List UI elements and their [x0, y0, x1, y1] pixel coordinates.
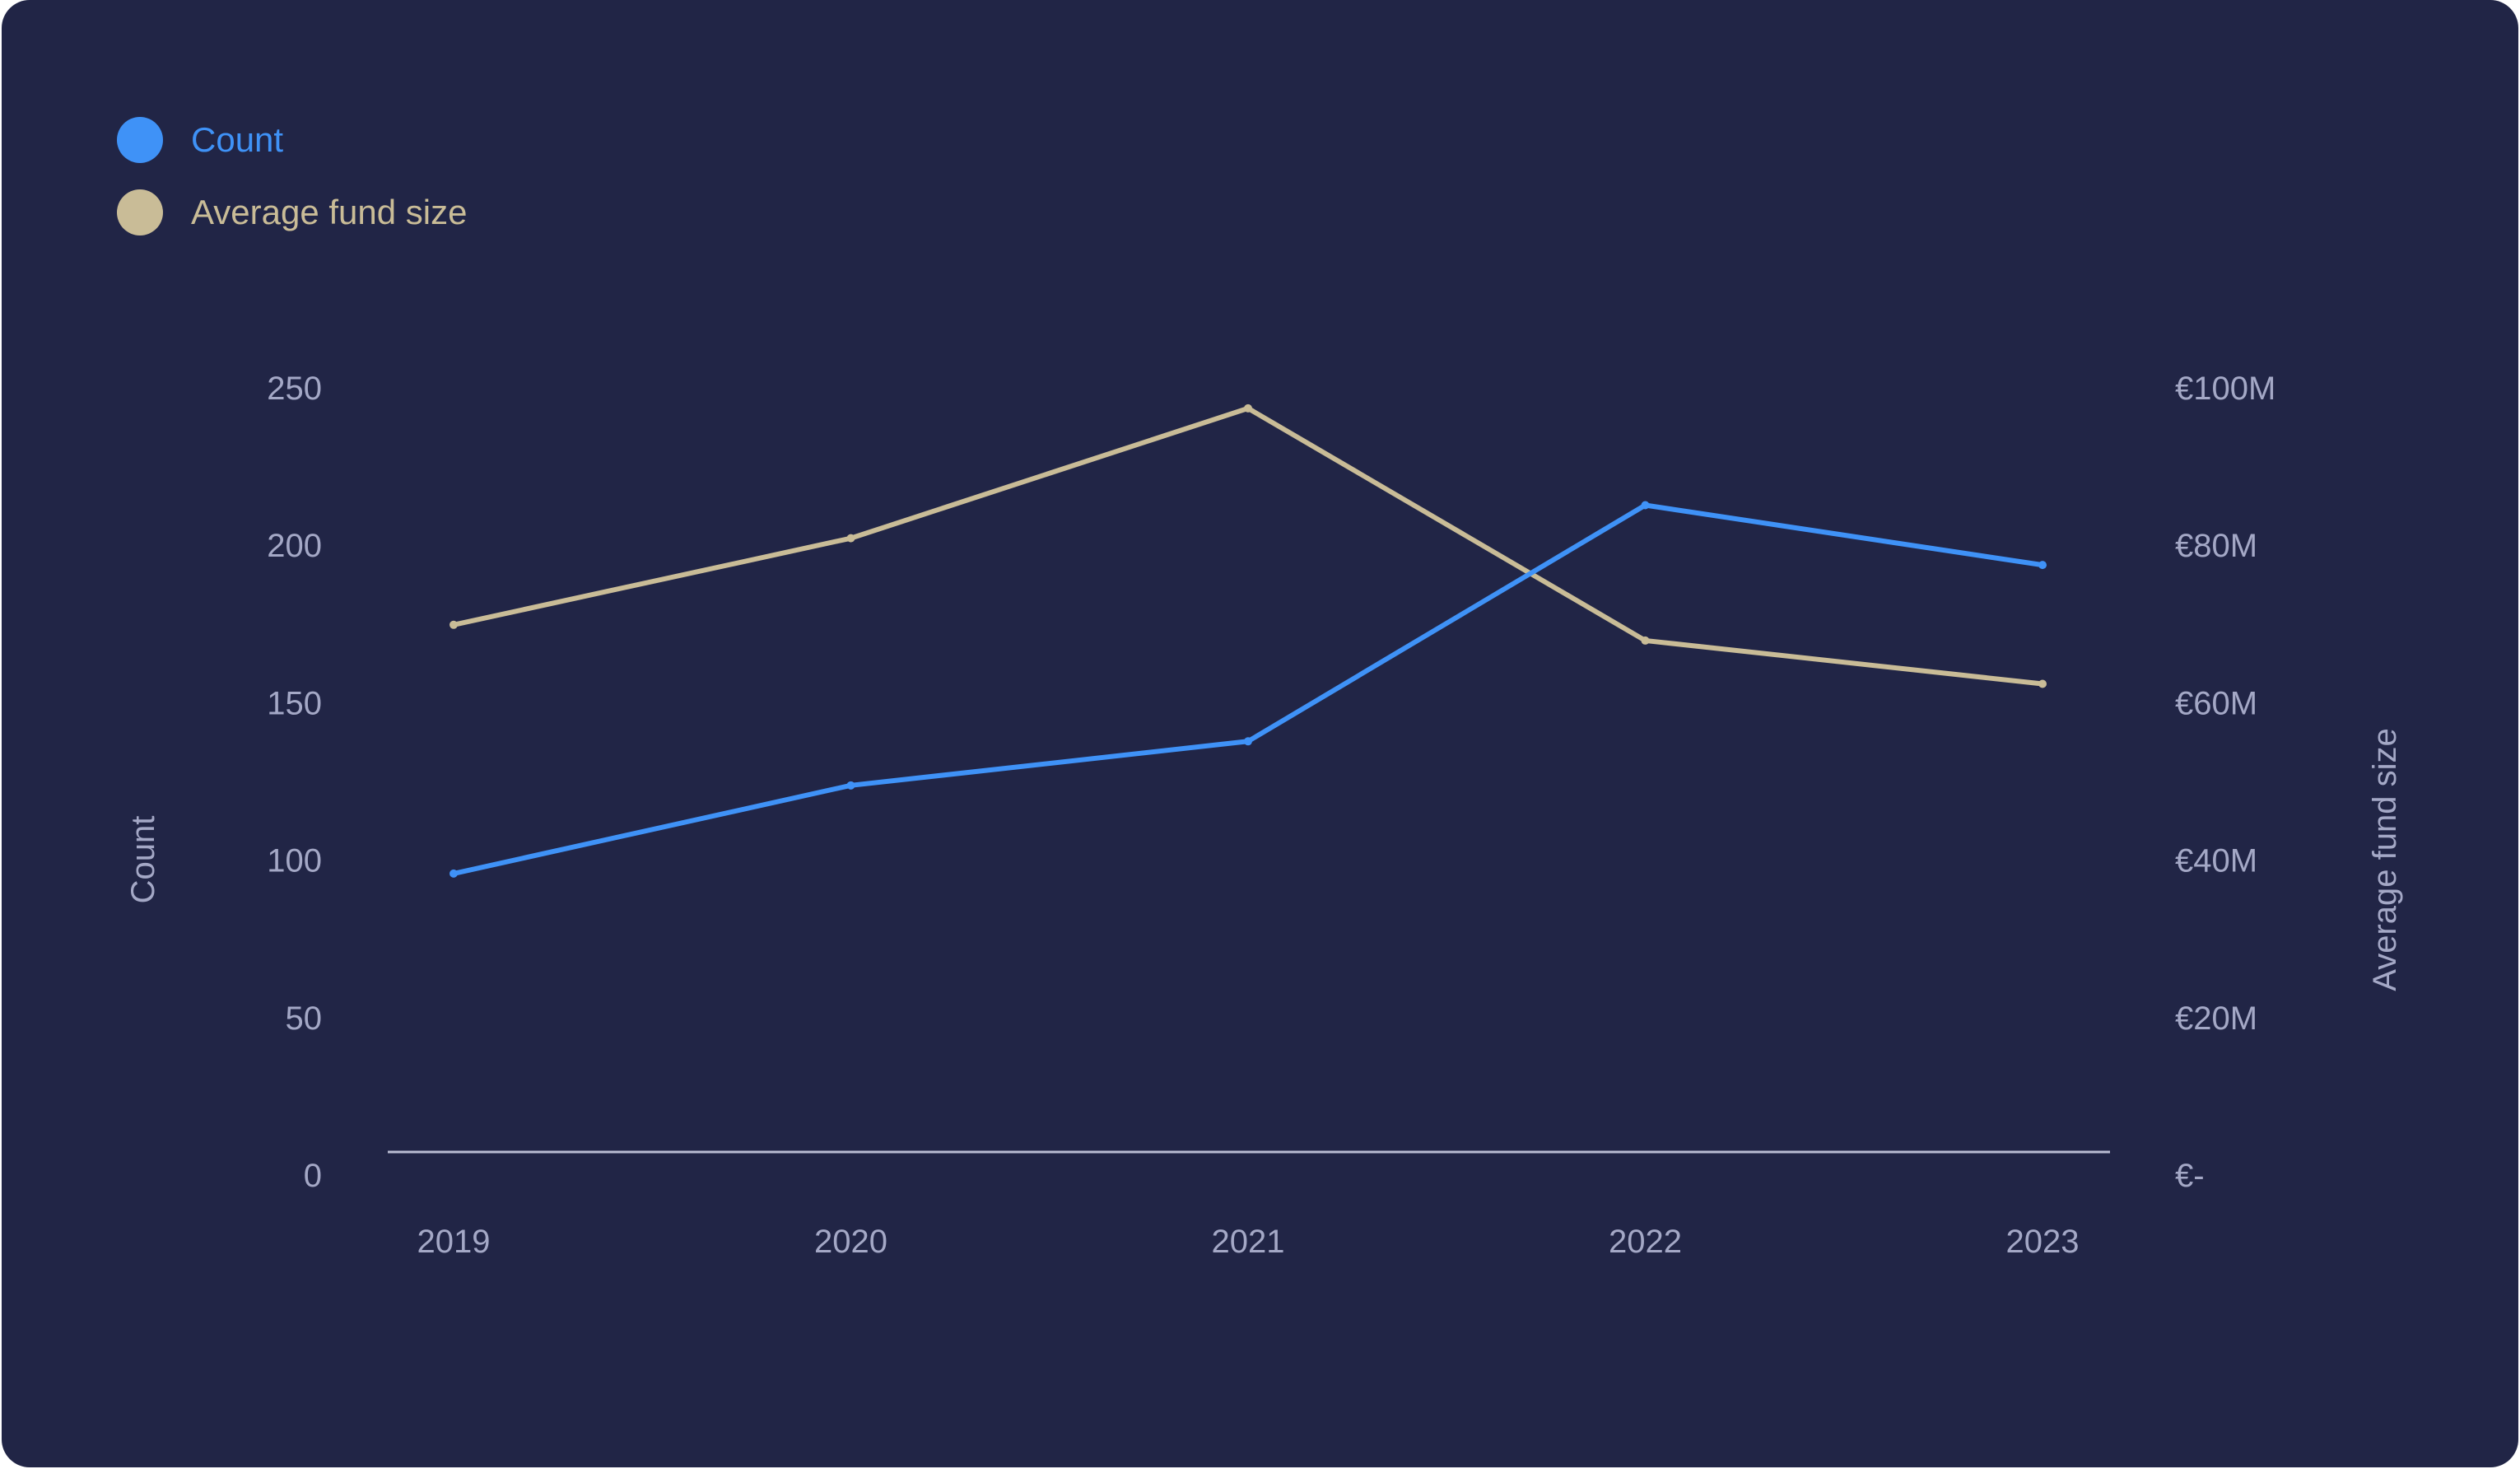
- x-axis-tick-label: 2020: [814, 1224, 887, 1260]
- y-axis-left-tick-label: 0: [304, 1158, 322, 1194]
- y-axis-left-tick-label: 200: [267, 528, 322, 564]
- y-axis-right-title: Average fund size: [2367, 728, 2403, 991]
- y-axis-left-ticks: 250 200 150 100 50 0: [267, 371, 322, 1194]
- legend-label-count: Count: [191, 120, 284, 159]
- data-point-count[interactable]: [450, 869, 458, 878]
- y-axis-right-tick-label: €40M: [2175, 843, 2257, 879]
- y-axis-left-tick-label: 250: [267, 371, 322, 407]
- y-axis-left-tick-label: 50: [286, 1000, 323, 1037]
- series-layer: [450, 403, 2047, 878]
- data-point-average-fund-size[interactable]: [450, 620, 458, 629]
- y-axis-right-ticks: €100M €80M €60M €40M €20M €-: [2175, 371, 2275, 1194]
- x-axis-tick-label: 2023: [2006, 1224, 2080, 1260]
- y-axis-right-tick-label: €80M: [2175, 528, 2257, 564]
- y-axis-right-tick-label: €20M: [2175, 1000, 2257, 1037]
- legend-item-count[interactable]: Count: [117, 114, 467, 166]
- data-point-average-fund-size[interactable]: [846, 534, 855, 543]
- data-point-average-fund-size[interactable]: [2038, 679, 2047, 688]
- x-axis-ticks: 2019 2020 2021 2022 2023: [417, 1224, 2080, 1260]
- legend-swatch-average-fund-size: [117, 189, 163, 236]
- data-point-count[interactable]: [2038, 561, 2047, 570]
- data-point-count[interactable]: [1244, 737, 1252, 746]
- y-axis-right-tick-label: €-: [2175, 1158, 2205, 1194]
- data-point-count[interactable]: [1641, 501, 1650, 510]
- legend: Count Average fund size: [117, 114, 467, 259]
- data-point-average-fund-size[interactable]: [1641, 636, 1650, 645]
- y-axis-left-tick-label: 150: [267, 685, 322, 721]
- series-line-count[interactable]: [451, 502, 2045, 876]
- data-point-count[interactable]: [846, 781, 855, 790]
- legend-item-average-fund-size[interactable]: Average fund size: [117, 186, 467, 239]
- x-axis-tick-label: 2021: [1212, 1224, 1285, 1260]
- legend-label-average-fund-size: Average fund size: [191, 193, 468, 231]
- y-axis-right-tick-label: €60M: [2175, 685, 2257, 721]
- y-axis-left-title: Count: [125, 816, 161, 904]
- legend-swatch-count: [117, 117, 163, 163]
- y-axis-right-tick-label: €100M: [2175, 371, 2275, 407]
- data-point-average-fund-size[interactable]: [1244, 403, 1252, 413]
- x-axis-tick-label: 2022: [1609, 1224, 1682, 1260]
- y-axis-left-tick-label: 100: [267, 843, 322, 879]
- series-line-average-fund-size[interactable]: [451, 405, 2045, 687]
- x-axis-tick-label: 2019: [417, 1224, 491, 1260]
